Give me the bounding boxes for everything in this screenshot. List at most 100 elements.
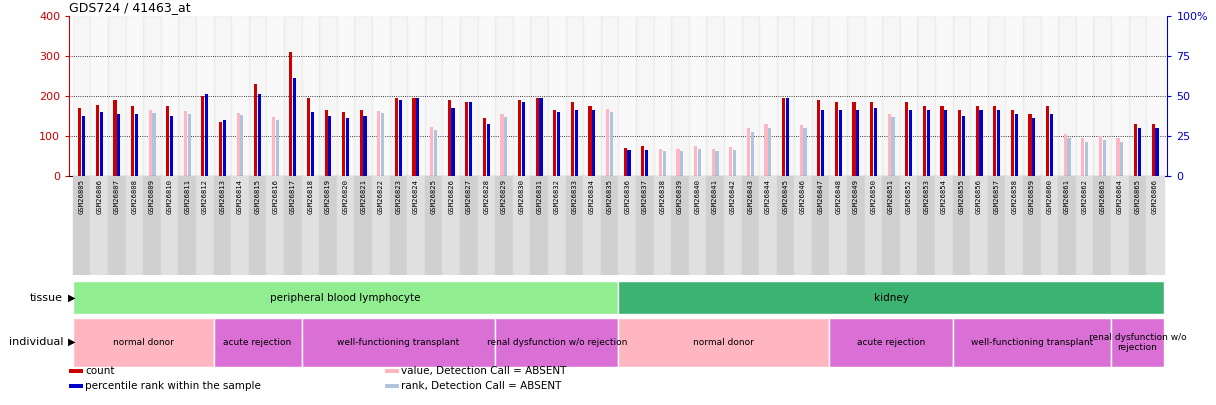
Bar — [839, 110, 841, 176]
Bar — [293, 78, 297, 176]
Bar — [143, 176, 161, 275]
Bar — [513, 176, 530, 275]
Bar — [125, 16, 143, 176]
Text: GSM26820: GSM26820 — [343, 179, 349, 214]
Bar — [399, 100, 401, 176]
Bar — [289, 52, 293, 176]
Text: rank, Detection Call = ABSENT: rank, Detection Call = ABSENT — [401, 381, 562, 391]
Bar — [1010, 110, 1014, 176]
Bar — [108, 176, 125, 275]
Bar — [548, 176, 565, 275]
Bar — [958, 110, 961, 176]
Bar — [148, 110, 152, 176]
Bar — [1029, 114, 1031, 176]
Bar — [466, 102, 468, 176]
Bar — [302, 318, 495, 367]
Bar — [987, 16, 1006, 176]
Text: GSM26836: GSM26836 — [624, 179, 630, 214]
Text: GSM26822: GSM26822 — [378, 179, 384, 214]
Bar — [513, 16, 530, 176]
Text: ▶: ▶ — [68, 293, 75, 303]
Bar — [987, 176, 1006, 275]
Text: count: count — [85, 366, 114, 375]
Bar — [495, 176, 513, 275]
Bar — [975, 106, 979, 176]
Bar — [829, 176, 848, 275]
Bar — [944, 110, 947, 176]
Bar — [644, 150, 648, 176]
Text: well-functioning transplant: well-functioning transplant — [970, 338, 1093, 347]
Text: GSM26864: GSM26864 — [1116, 179, 1122, 214]
Text: GSM26838: GSM26838 — [659, 179, 665, 214]
Bar — [979, 110, 983, 176]
Bar — [530, 176, 548, 275]
Text: well-functioning transplant: well-functioning transplant — [337, 338, 460, 347]
Bar — [73, 318, 214, 367]
Bar — [1049, 114, 1053, 176]
Bar — [570, 102, 574, 176]
Text: individual: individual — [9, 337, 63, 347]
Text: GSM26843: GSM26843 — [748, 179, 754, 214]
Bar — [848, 16, 865, 176]
Text: normal donor: normal donor — [113, 338, 174, 347]
Bar — [395, 98, 398, 176]
Bar — [905, 102, 908, 176]
Bar — [883, 176, 900, 275]
Bar — [478, 176, 495, 275]
Bar — [249, 16, 266, 176]
Bar — [170, 116, 173, 176]
Bar — [1135, 124, 1137, 176]
Bar — [759, 176, 777, 275]
Bar — [782, 98, 786, 176]
Bar — [730, 147, 732, 176]
Bar — [636, 176, 653, 275]
Text: renal dysfunction w/o
rejection: renal dysfunction w/o rejection — [1088, 333, 1187, 352]
Bar — [167, 106, 169, 176]
Text: GSM26856: GSM26856 — [976, 179, 983, 214]
Bar — [78, 108, 81, 176]
Text: GSM26807: GSM26807 — [114, 179, 120, 214]
Bar — [469, 102, 472, 176]
Bar — [1046, 106, 1049, 176]
Bar — [601, 16, 618, 176]
Text: GSM26860: GSM26860 — [1047, 179, 1053, 214]
Bar — [306, 98, 310, 176]
Bar — [131, 106, 134, 176]
Text: kidney: kidney — [873, 293, 908, 303]
Bar — [918, 16, 935, 176]
Bar — [1085, 142, 1088, 176]
Bar — [993, 106, 996, 176]
Bar — [1128, 16, 1147, 176]
Bar — [865, 176, 883, 275]
Bar — [1099, 136, 1102, 176]
Bar — [495, 16, 513, 176]
Text: GSM26821: GSM26821 — [360, 179, 366, 214]
Bar — [765, 124, 767, 176]
Text: GSM26853: GSM26853 — [923, 179, 929, 214]
Bar — [360, 110, 362, 176]
Bar — [874, 108, 877, 176]
Bar — [601, 176, 618, 275]
Bar — [1014, 114, 1018, 176]
Text: GSM26827: GSM26827 — [466, 179, 472, 214]
Text: GSM26841: GSM26841 — [713, 179, 719, 214]
Bar — [724, 16, 742, 176]
Bar — [81, 116, 85, 176]
Text: GSM26854: GSM26854 — [941, 179, 947, 214]
Bar — [179, 176, 196, 275]
Bar — [1116, 138, 1120, 176]
Bar — [505, 117, 507, 176]
Text: GSM26849: GSM26849 — [852, 179, 858, 214]
Bar — [337, 176, 354, 275]
Bar — [219, 122, 223, 176]
Text: GSM26826: GSM26826 — [449, 179, 454, 214]
Bar — [231, 16, 249, 176]
Bar — [389, 16, 407, 176]
Text: ▶: ▶ — [68, 337, 75, 347]
Bar — [237, 113, 240, 176]
Bar — [302, 176, 319, 275]
Text: GSM26815: GSM26815 — [254, 179, 260, 214]
Bar — [266, 176, 285, 275]
Bar — [1023, 176, 1041, 275]
Bar — [276, 120, 278, 176]
